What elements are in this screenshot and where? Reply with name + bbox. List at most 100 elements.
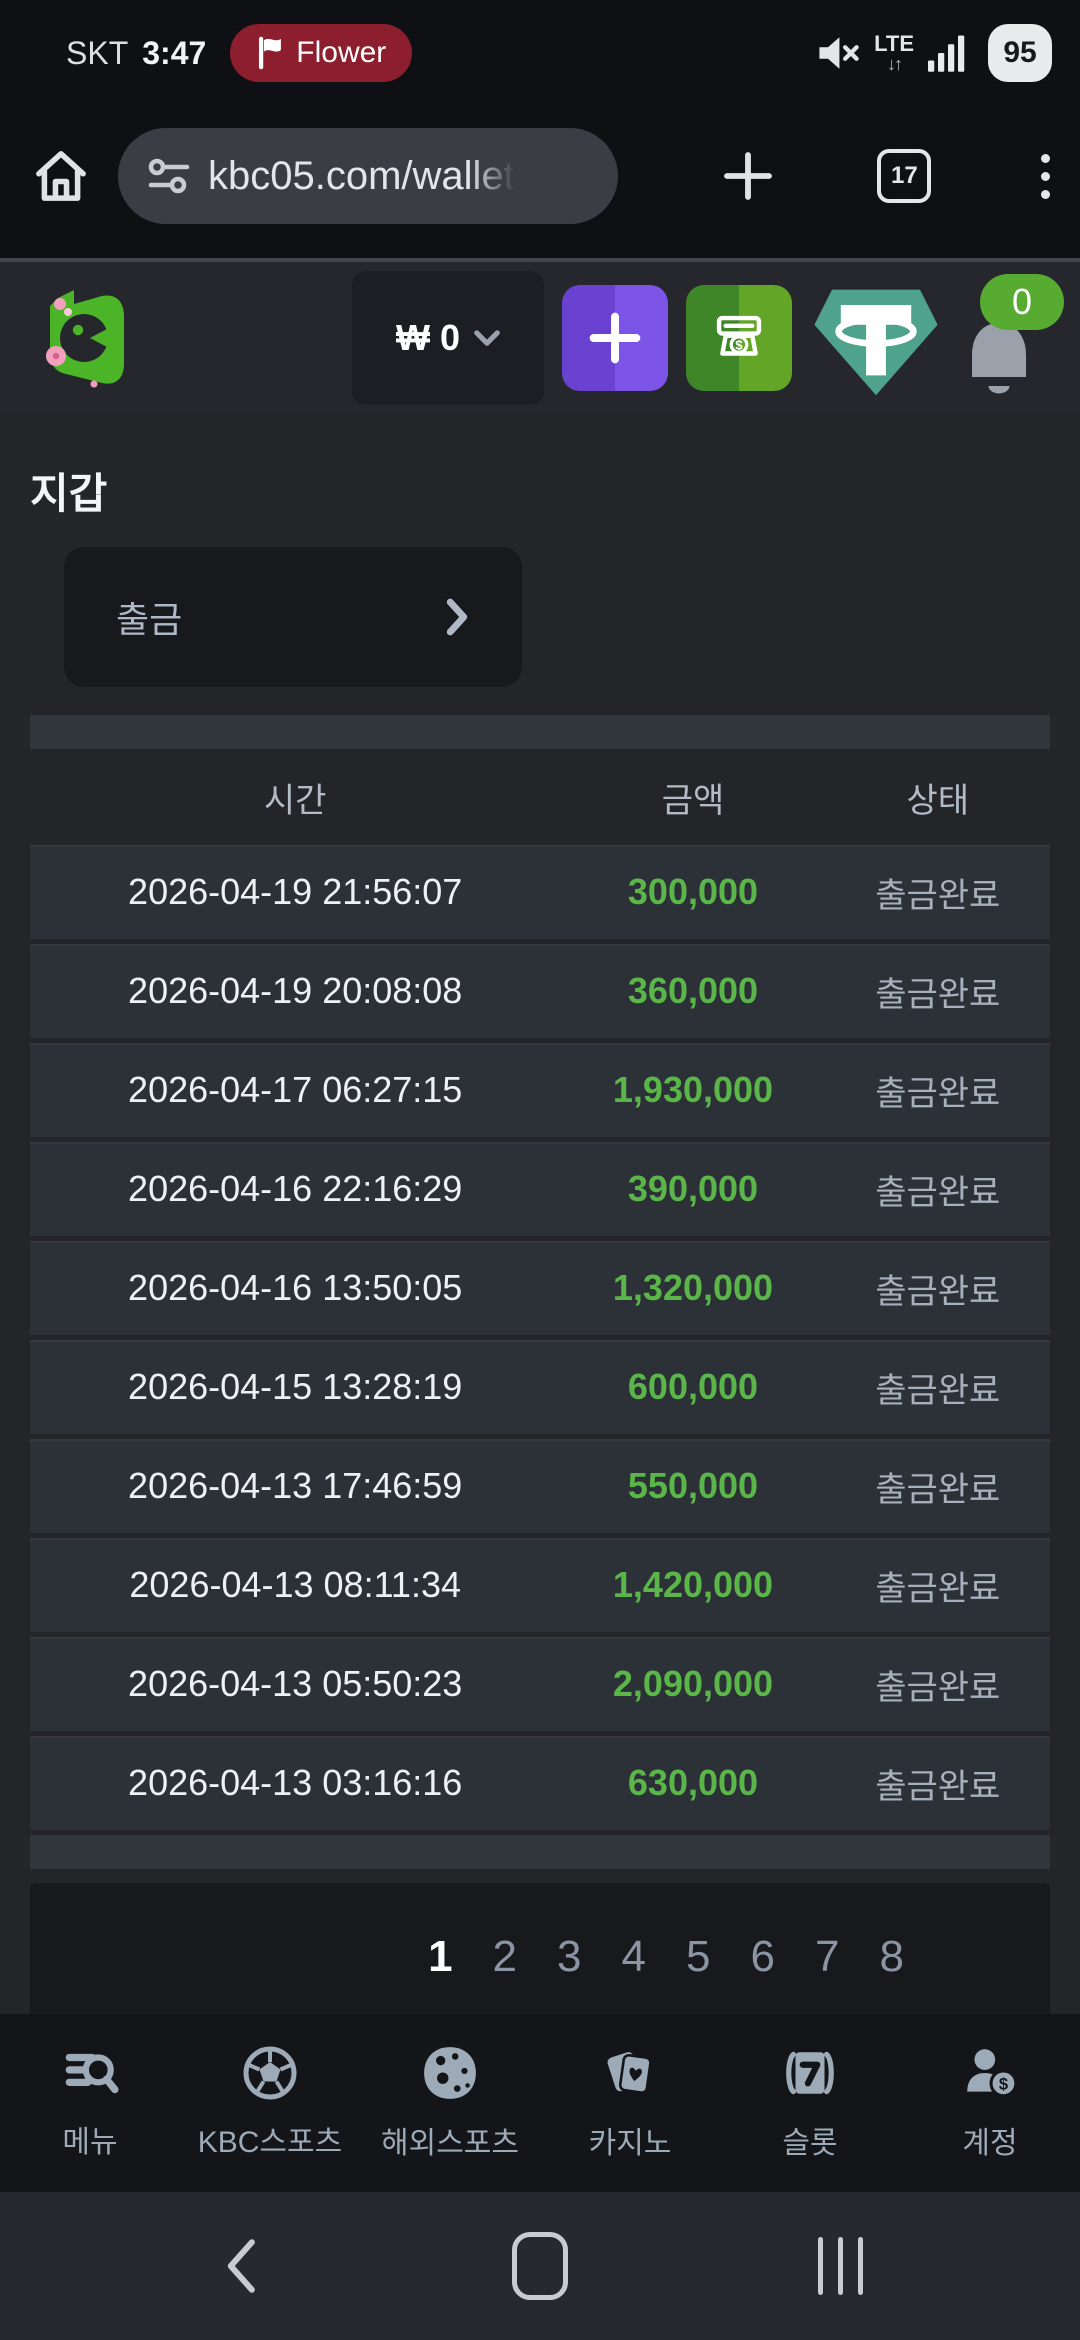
notification-count: 0 (1011, 281, 1033, 322)
tab-count: 17 (890, 162, 918, 189)
account-money-icon: $ (967, 2049, 1018, 2098)
nav-label: 계정 (962, 2127, 1018, 2160)
row-amount: 300,000 (627, 871, 759, 912)
row-amount: 630,000 (627, 1762, 759, 1803)
table-row[interactable]: 2026-04-16 13:50:05 1,320,000 출금완료 (30, 1241, 1050, 1335)
nav-item-slots[interactable]: 슬롯 (720, 2044, 900, 2162)
plus-icon (723, 152, 772, 200)
status-bar: SKT 3:47 Flower LTE ↓↑ (0, 0, 1080, 106)
recents-button[interactable] (690, 2237, 990, 2295)
table-row[interactable]: 2026-04-19 20:08:08 360,000 출금완료 (30, 944, 1050, 1038)
battery-indicator: 95 (988, 24, 1052, 82)
row-amount: 1,320,000 (612, 1267, 774, 1308)
home-icon (36, 151, 86, 201)
nav-label: 메뉴 (62, 2126, 118, 2159)
page-button-4[interactable]: 4 (621, 1932, 646, 1981)
notification-count-badge: 0 (980, 274, 1064, 330)
page-button-7[interactable]: 7 (814, 1932, 840, 1981)
withdrawal-history-table: 2026-04-19 21:56:07 300,000 출금완료 2026-04… (0, 845, 1080, 1830)
page-button-2[interactable]: 2 (492, 1932, 518, 1981)
tether-button[interactable] (810, 275, 942, 401)
network-label: LTE (874, 31, 914, 56)
battery-level: 95 (1003, 36, 1037, 69)
address-bar[interactable]: kbc05.com/wallet (118, 128, 618, 224)
row-time: 2026-04-19 20:08:08 (128, 970, 463, 1011)
page-button-6[interactable]: 6 (750, 1932, 775, 1981)
back-button[interactable] (90, 2237, 390, 2295)
withdraw-atm-button[interactable]: $ (686, 285, 792, 391)
row-amount: 600,000 (627, 1366, 759, 1407)
row-status: 출금완료 (875, 1470, 1001, 1509)
nav-label: KBC스포츠 (197, 2126, 343, 2159)
soccer-ball-icon (243, 2046, 297, 2100)
mute-icon (819, 37, 859, 69)
row-amount: 390,000 (627, 1168, 759, 1209)
row-status: 출금완료 (875, 1371, 1001, 1410)
page-button-1[interactable]: 1 (428, 1932, 453, 1981)
page-button-8[interactable]: 8 (879, 1932, 904, 1981)
browser-menu-button[interactable] (1041, 153, 1051, 199)
site-settings-icon (148, 158, 190, 194)
carrier-label: SKT (66, 34, 129, 71)
new-tab-button[interactable] (720, 148, 776, 204)
nav-item-casino[interactable]: 카지노 (540, 2044, 720, 2162)
slot-machine-icon (786, 2051, 834, 2095)
row-status: 출금완료 (875, 1569, 1001, 1608)
site-header: ₩ 0 $ 0 (0, 258, 1080, 414)
row-status: 출금완료 (875, 876, 1001, 915)
row-amount: 1,420,000 (612, 1564, 774, 1605)
header-amount: 금액 (661, 781, 725, 820)
deposit-button[interactable] (562, 285, 668, 391)
table-row[interactable]: 2026-04-16 22:16:29 390,000 출금완료 (30, 1142, 1050, 1236)
header-time: 시간 (263, 781, 327, 820)
row-time: 2026-04-16 22:16:29 (128, 1168, 463, 1209)
table-row[interactable]: 2026-04-19 21:56:07 300,000 출금완료 (30, 845, 1050, 939)
table-row[interactable]: 2026-04-17 06:27:15 1,930,000 출금완료 (30, 1043, 1050, 1137)
page-button-5[interactable]: 5 (686, 1932, 711, 1981)
table-row[interactable]: 2026-04-13 03:16:16 630,000 출금완료 (30, 1736, 1050, 1830)
header-status: 상태 (906, 781, 970, 820)
tab-switcher-button[interactable]: 17 (877, 149, 932, 203)
home-button[interactable] (30, 145, 92, 207)
flag-icon (259, 36, 282, 70)
row-time: 2026-04-13 17:46:59 (128, 1465, 463, 1506)
row-amount: 2,090,000 (612, 1663, 774, 1704)
svg-text:$: $ (999, 2075, 1008, 2094)
site-bottom-nav: 메뉴 KBC스포츠 해외스포츠 (0, 2014, 1080, 2192)
row-time: 2026-04-17 06:27:15 (128, 1069, 463, 1110)
android-chrome: SKT 3:47 Flower LTE ↓↑ (0, 0, 1080, 258)
table-bottom-strip (30, 1835, 1050, 1869)
signal-strength-icon (928, 35, 965, 72)
table-row[interactable]: 2026-04-13 17:46:59 550,000 출금완료 (30, 1439, 1050, 1533)
nav-label: 슬롯 (782, 2127, 838, 2160)
notification-pill[interactable]: Flower (230, 24, 413, 82)
row-time: 2026-04-15 13:28:19 (128, 1366, 463, 1407)
wallet-page: 지갑 출금 시간 금액 상태 2026-04-19 21:56:07 300,0… (0, 460, 1080, 2031)
site-logo[interactable] (40, 286, 128, 390)
table-row[interactable]: 2026-04-15 13:28:19 600,000 출금완료 (30, 1340, 1050, 1434)
tether-icon (814, 289, 938, 396)
svg-text:$: $ (735, 338, 743, 353)
row-amount: 1,930,000 (612, 1069, 774, 1110)
table-row[interactable]: 2026-04-13 05:50:23 2,090,000 출금완료 (30, 1637, 1050, 1731)
nav-item-account[interactable]: $ 계정 (900, 2044, 1080, 2162)
table-top-strip (30, 715, 1050, 749)
nav-item-overseas-sports[interactable]: 해외스포츠 (360, 2044, 540, 2162)
pagination: 1 2 3 4 5 6 7 8 (30, 1883, 1050, 2031)
menu-search-icon (65, 2053, 119, 2094)
page-button-3[interactable]: 3 (557, 1932, 582, 1981)
back-icon (227, 2239, 255, 2293)
url-text: kbc05.com/wallet (208, 153, 515, 198)
row-status: 출금완료 (875, 1074, 1001, 1113)
table-row[interactable]: 2026-04-13 08:11:34 1,420,000 출금완료 (30, 1538, 1050, 1632)
page-title: 지갑 (30, 470, 108, 517)
plus-icon (589, 312, 641, 364)
nav-item-kbc-sports[interactable]: KBC스포츠 (180, 2045, 360, 2161)
network-type-icon: LTE ↓↑ (874, 31, 914, 74)
home-nav-button[interactable] (390, 2232, 690, 2300)
withdraw-menu-button[interactable]: 출금 (64, 547, 522, 687)
balance-dropdown[interactable]: ₩ 0 (352, 271, 544, 405)
nav-item-menu[interactable]: 메뉴 (0, 2045, 180, 2161)
nav-label: 해외스포츠 (381, 2127, 519, 2160)
notifications-button[interactable]: 0 (960, 274, 1064, 398)
